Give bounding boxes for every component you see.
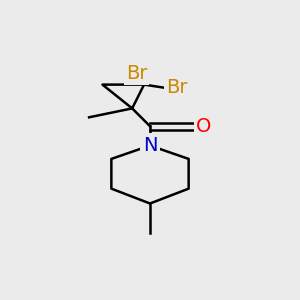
- Text: Br: Br: [166, 78, 188, 97]
- Text: Br: Br: [126, 64, 147, 83]
- Text: N: N: [143, 136, 157, 155]
- Text: O: O: [196, 117, 212, 136]
